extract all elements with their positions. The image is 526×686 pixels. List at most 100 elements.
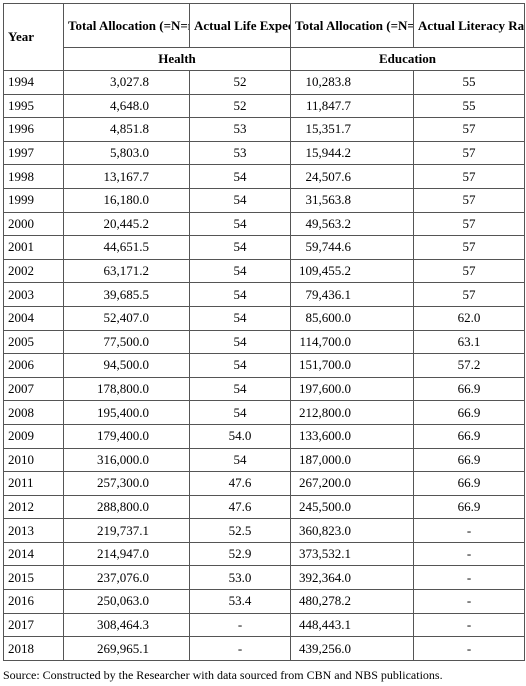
header-cell: Actual Literacy Rate in % [413, 3, 525, 48]
table-cell: 54 [189, 400, 291, 425]
group-header: Health [63, 47, 291, 71]
table-cell: 16,180.0 [63, 187, 190, 213]
table-cell: - [413, 589, 525, 614]
table-cell: 54 [189, 258, 291, 284]
table-cell: 2002 [3, 258, 64, 284]
table-cell: 2007 [3, 376, 64, 402]
table-cell: 85,600.0 [290, 305, 414, 331]
table-cell: 52 [189, 93, 291, 119]
table-cell: 2004 [3, 305, 64, 331]
table-cell: 55 [413, 70, 525, 95]
table-cell: 1996 [3, 117, 64, 142]
table-cell: 54 [189, 211, 291, 237]
table-cell: 52.5 [189, 518, 291, 543]
table-row: 2018 269,965.1-439,256.0- [3, 636, 525, 661]
table-row: 1996 4,851.8 53 15,351.7 57 [3, 117, 525, 142]
table-cell: 178,800.0 [63, 376, 190, 402]
table-cell: 44,651.5 [63, 235, 190, 260]
table-cell: 250,063.0 [63, 589, 190, 614]
table-cell: 2018 [3, 636, 64, 661]
table-cell: 5,803.0 [63, 140, 190, 166]
table-cell: 54 [189, 235, 291, 260]
table-cell: - [413, 612, 525, 638]
table-cell: 47.6 [189, 471, 291, 496]
table-cell: 57 [413, 258, 525, 284]
table-cell: 53.0 [189, 565, 291, 591]
table-cell: 54 [189, 187, 291, 213]
table-row: 2017 308,464.3-448,443.1- [3, 612, 525, 638]
table-cell: 114,700.0 [290, 329, 414, 355]
table-cell: 197,600.0 [290, 376, 414, 402]
table-row: 2003 39,685.5 54 79,436.1 57 [3, 282, 525, 307]
table-cell: 480,278.2 [290, 589, 414, 614]
table-cell: 2016 [3, 589, 64, 614]
table-cell: 57 [413, 282, 525, 307]
table-cell: 1997 [3, 140, 64, 166]
table-cell: 54 [189, 447, 291, 473]
table-cell: 13,167.7 [63, 164, 190, 189]
header-cell: Total Allocation (=N=m) [290, 3, 414, 48]
table-cell: 57 [413, 164, 525, 189]
table-row: 2006 94,500.0 54 151,700.0 57.2 [3, 353, 525, 378]
table-cell: 109,455.2 [290, 258, 414, 284]
table-cell: - [189, 612, 291, 638]
table-cell: - [413, 541, 525, 567]
table-cell: 77,500.0 [63, 329, 190, 355]
table-row: 2010 316,000.0 54 187,000.0 66.9 [3, 447, 525, 473]
table-cell: 2015 [3, 565, 64, 591]
table-cell: 55 [413, 93, 525, 119]
header-cell: Total Allocation (=N=m) [63, 3, 190, 48]
table-cell: 20,445.2 [63, 211, 190, 237]
table-cell: 151,700.0 [290, 353, 414, 378]
table-cell: 2000 [3, 211, 64, 237]
table-cell: - [413, 518, 525, 543]
table-cell: 373,532.1 [290, 541, 414, 567]
table-row: 1999 16,180.0 54 31,563.8 57 [3, 187, 525, 213]
table-cell: 66.9 [413, 494, 525, 520]
table-cell: 52 [189, 70, 291, 95]
table-row: 2012 288,800.0 47.6 245,500.0 66.9 [3, 494, 525, 520]
table-cell: 39,685.5 [63, 282, 190, 307]
table-cell: 1998 [3, 164, 64, 189]
table-cell: 66.9 [413, 423, 525, 449]
table-cell: 79,436.1 [290, 282, 414, 307]
table-cell: 57.2 [413, 353, 525, 378]
table-cell: 2003 [3, 282, 64, 307]
table-cell: 11,847.7 [290, 93, 414, 119]
table-cell: 2001 [3, 235, 64, 260]
table-cell: 15,944.2 [290, 140, 414, 166]
table-row: 2016 250,063.0 53.4 480,278.2- [3, 589, 525, 614]
table-cell: 54 [189, 376, 291, 402]
table-cell: 245,500.0 [290, 494, 414, 520]
table-cell: 2009 [3, 423, 64, 449]
table-cell: 214,947.0 [63, 541, 190, 567]
table-cell: 267,200.0 [290, 471, 414, 496]
table-row: 2013 219,737.1 52.5 360,823.0- [3, 518, 525, 543]
table-cell: 94,500.0 [63, 353, 190, 378]
table-row: 1997 5,803.0 53 15,944.2 57 [3, 140, 525, 166]
table-cell: 53 [189, 140, 291, 166]
table-cell: 308,464.3 [63, 612, 190, 638]
table-cell: 53.4 [189, 589, 291, 614]
table-cell: 54 [189, 305, 291, 331]
table-cell: 66.9 [413, 447, 525, 473]
table-cell: 1994 [3, 70, 64, 95]
table-row: 2002 63,171.2 54 109,455.2 57 [3, 258, 525, 284]
table-cell: 52.9 [189, 541, 291, 567]
table-cell: 269,965.1 [63, 636, 190, 661]
table-row: 2008 195,400.0 54 212,800.0 66.9 [3, 400, 525, 425]
table-cell: 133,600.0 [290, 423, 414, 449]
table-cell: 53 [189, 117, 291, 142]
table-cell: 1995 [3, 93, 64, 119]
table-cell: 179,400.0 [63, 423, 190, 449]
table-row: 2004 52,407.0 54 85,600.0 62.0 [3, 305, 525, 331]
table-cell: 448,443.1 [290, 612, 414, 638]
table-row: 1998 13,167.7 54 24,507.6 57 [3, 164, 525, 189]
table-cell: 57 [413, 187, 525, 213]
table-cell: 187,000.0 [290, 447, 414, 473]
table-cell: 57 [413, 211, 525, 237]
header-cell: Actual Life Expectancy [189, 3, 291, 48]
table-cell: 219,737.1 [63, 518, 190, 543]
table-cell: 2011 [3, 471, 64, 496]
table-cell: 4,851.8 [63, 117, 190, 142]
